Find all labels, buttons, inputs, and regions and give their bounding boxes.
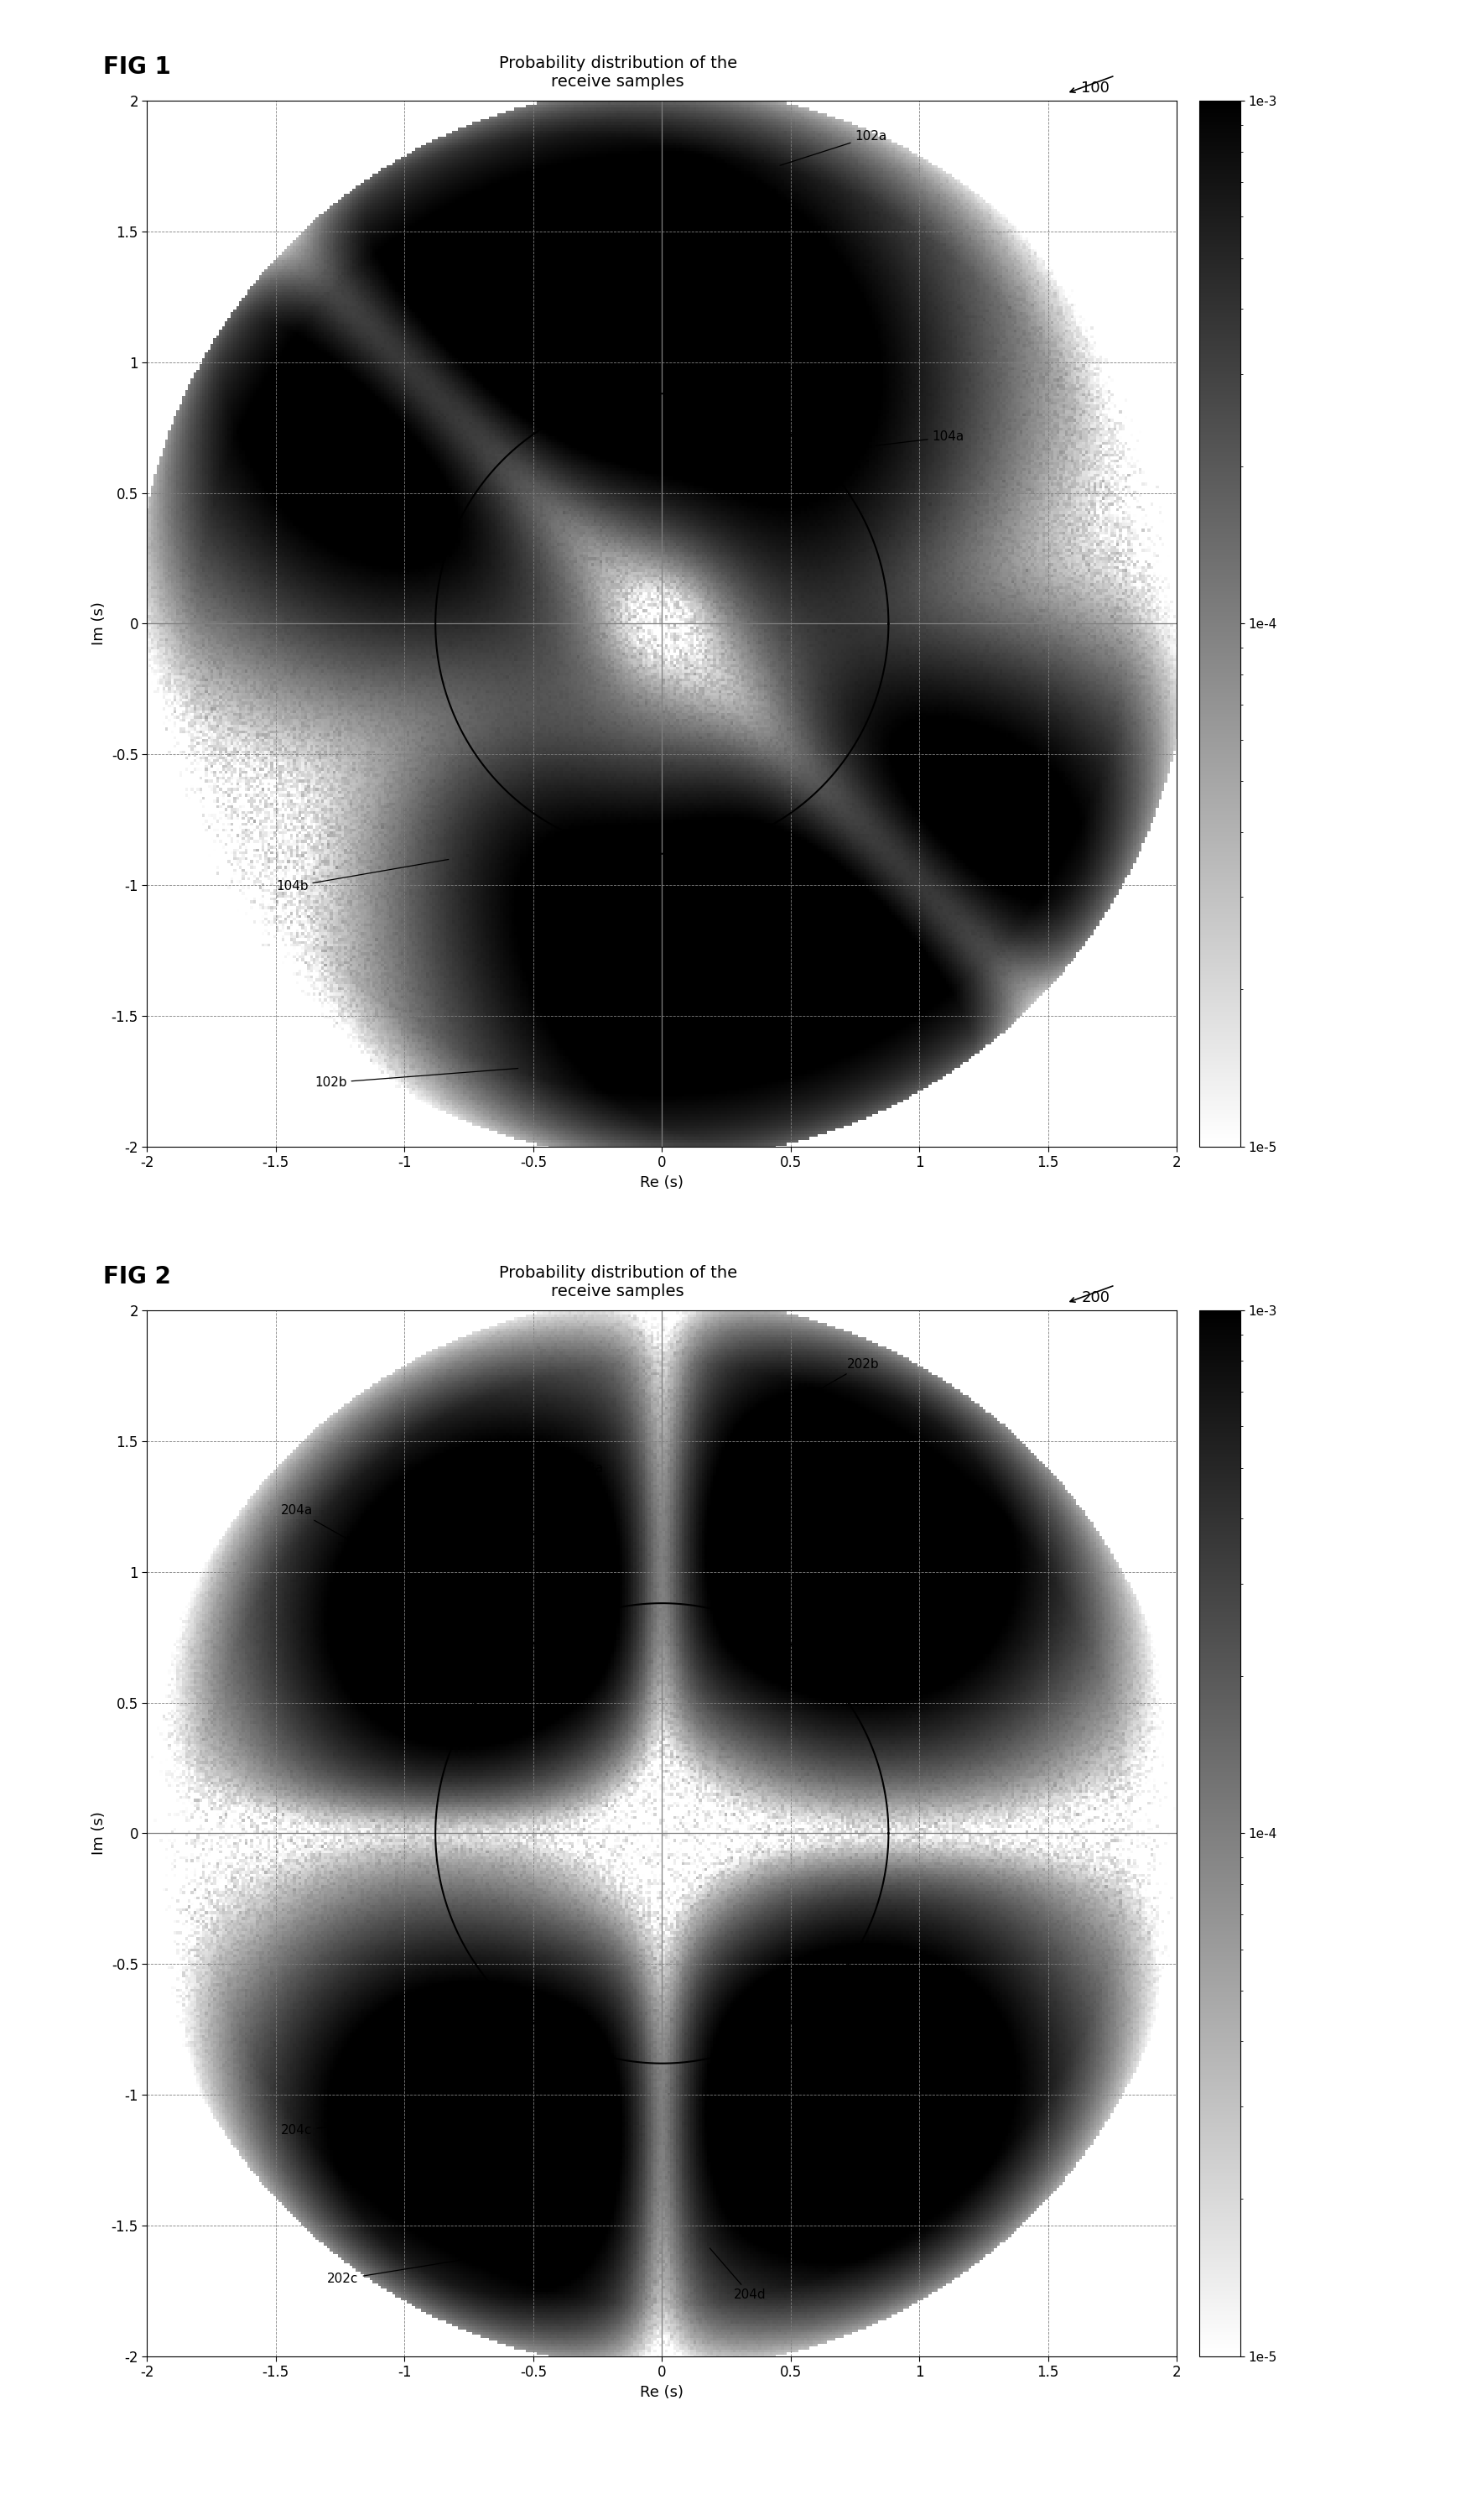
Text: Probability distribution of the
receive samples: Probability distribution of the receive … (499, 55, 737, 91)
Text: 200: 200 (1081, 1290, 1109, 1305)
X-axis label: Re (s): Re (s) (640, 1174, 684, 1189)
Text: 204d: 204d (710, 2248, 766, 2301)
Text: 202b: 202b (813, 1358, 880, 1394)
Text: 202d: 202d (849, 2155, 906, 2197)
Text: 104b: 104b (275, 859, 449, 892)
Text: 202a: 202a (530, 1462, 605, 1540)
Text: 202c: 202c (327, 2253, 510, 2286)
Text: 104a: 104a (875, 431, 965, 446)
Text: FIG 2: FIG 2 (103, 1265, 171, 1288)
Text: 102a: 102a (780, 131, 887, 166)
Y-axis label: Im (s): Im (s) (91, 1812, 107, 1855)
X-axis label: Re (s): Re (s) (640, 2384, 684, 2399)
Text: 204a: 204a (281, 1504, 459, 1603)
Text: 204b: 204b (883, 1530, 958, 1557)
Y-axis label: Im (s): Im (s) (91, 602, 107, 645)
Text: FIG 1: FIG 1 (103, 55, 171, 78)
Text: Probability distribution of the
receive samples: Probability distribution of the receive … (499, 1265, 737, 1300)
Text: 100: 100 (1081, 81, 1109, 96)
Text: 102b: 102b (315, 1068, 518, 1089)
Text: 204c: 204c (281, 2117, 441, 2137)
